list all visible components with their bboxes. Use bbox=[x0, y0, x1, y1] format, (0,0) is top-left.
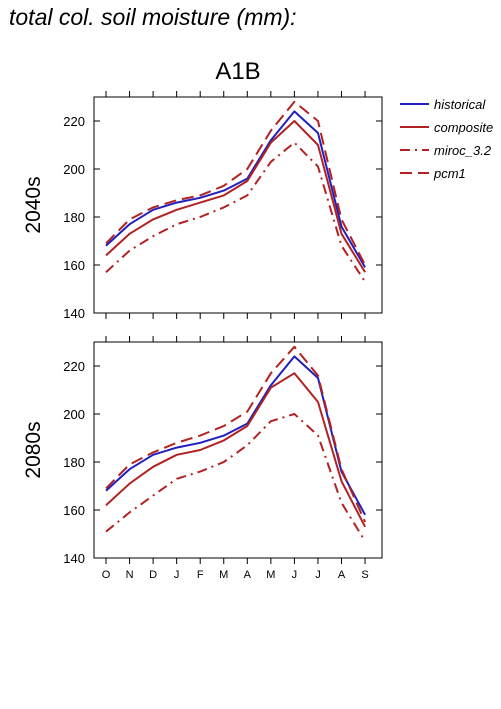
page-title: total col. soil moisture (mm): bbox=[9, 4, 297, 30]
y-tick-label: 140 bbox=[63, 551, 85, 566]
x-tick-label: S bbox=[361, 569, 368, 581]
scenario-title: A1B bbox=[215, 58, 260, 85]
x-tick-label: O bbox=[102, 569, 111, 581]
legend-label: miroc_3.2 bbox=[434, 143, 492, 158]
plot-frame bbox=[93, 341, 383, 559]
x-tick-label: D bbox=[149, 569, 157, 581]
y-tick-label: 160 bbox=[63, 503, 85, 518]
chart-panel-2040s: 140 160 180 200 220 2040s bbox=[22, 91, 383, 321]
row-label: 2080s bbox=[22, 421, 45, 478]
row-label: 2040s bbox=[22, 176, 45, 233]
y-tick-label: 140 bbox=[63, 306, 85, 321]
chart-panel-2080s: 140 160 180 200 220 O N D J F M A M J J A S 2080s bbox=[22, 336, 383, 581]
y-tick-label: 220 bbox=[63, 359, 85, 374]
x-tick-label: N bbox=[126, 569, 134, 581]
series-line-historical bbox=[105, 110, 366, 268]
series-line-composite bbox=[105, 372, 366, 528]
series-line-historical bbox=[105, 355, 366, 516]
x-tick-label: J bbox=[292, 569, 298, 581]
series-line-miroc-3-2 bbox=[105, 413, 366, 542]
series-line-pcm1 bbox=[105, 100, 366, 266]
plot-frame bbox=[93, 96, 383, 314]
x-tick-label: J bbox=[174, 569, 180, 581]
series-line-composite bbox=[105, 120, 366, 273]
x-tick-label: M bbox=[266, 569, 275, 581]
y-tick-label: 160 bbox=[63, 258, 85, 273]
y-tick-label: 220 bbox=[63, 114, 85, 129]
legend-label: historical bbox=[434, 97, 486, 112]
x-tick-label: F bbox=[197, 569, 204, 581]
x-tick-label: J bbox=[315, 569, 321, 581]
y-tick-label: 200 bbox=[63, 162, 85, 177]
y-tick-label: 200 bbox=[63, 407, 85, 422]
legend-label: composite bbox=[434, 120, 493, 135]
x-tick-label: A bbox=[244, 569, 252, 581]
chart-panels: 140 160 180 200 220 2040s 140 160 180 200 220 O N D J F… bbox=[22, 91, 383, 581]
y-tick-label: 180 bbox=[63, 210, 85, 225]
legend-label: pcm1 bbox=[433, 166, 466, 181]
legend: historical composite miroc_3.2 pcm1 bbox=[400, 97, 493, 181]
x-tick-label: A bbox=[338, 569, 346, 581]
x-tick-label: M bbox=[219, 569, 228, 581]
series-line-pcm1 bbox=[105, 345, 367, 523]
y-tick-label: 180 bbox=[63, 455, 85, 470]
